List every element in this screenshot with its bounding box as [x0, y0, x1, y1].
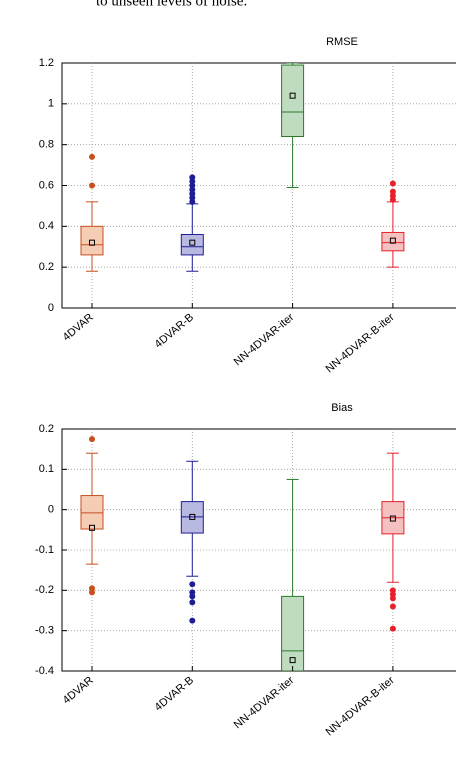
y-tick-label: 0	[48, 302, 54, 314]
box	[281, 64, 305, 137]
outlier	[389, 595, 396, 602]
y-tick-label: 0	[48, 504, 54, 516]
mean	[89, 239, 95, 246]
plot-frame	[61, 62, 456, 309]
y-tick-label: -0.1	[35, 544, 54, 556]
outlier	[89, 182, 95, 189]
outlier	[389, 180, 396, 187]
x-tick-label: 4DVAR	[61, 311, 96, 343]
plot-area	[80, 416, 405, 671]
x-tick-label: NN-4DVAR-B-iter	[324, 674, 397, 738]
box	[80, 495, 104, 530]
mean	[189, 239, 196, 246]
mean	[189, 513, 196, 520]
text-fragment: to unseen levels of noise.	[96, 0, 247, 9]
y-tick-label: 1	[48, 98, 54, 110]
chart-title: Bias	[331, 402, 353, 414]
mean	[389, 515, 396, 522]
y-tick-label: 0.4	[39, 220, 54, 232]
plot-frame	[61, 428, 456, 672]
outlier	[189, 416, 195, 422]
outlier	[189, 174, 196, 181]
x-tick-label: 4DVAR	[61, 674, 96, 706]
chart-title: RMSE	[326, 36, 358, 48]
y-tick-label: 0.2	[39, 261, 54, 273]
y-tick-label: 0.2	[39, 423, 54, 435]
x-tick-label: NN-4DVAR-B-iter	[324, 311, 397, 375]
box	[381, 231, 405, 252]
plot-area	[80, 63, 405, 308]
outlier	[389, 625, 396, 632]
box	[281, 595, 305, 671]
outlier	[89, 436, 95, 443]
mean	[289, 92, 296, 99]
y-tick-label: 0.6	[39, 179, 54, 191]
x-tick-label: NN-4DVAR-iter	[232, 674, 297, 731]
outlier	[89, 589, 95, 596]
mean	[89, 524, 95, 531]
y-tick-label: 1.2	[39, 57, 54, 69]
y-tick-label: 0.8	[39, 139, 54, 151]
outlier	[189, 581, 196, 588]
outlier	[189, 599, 196, 606]
outlier	[89, 153, 95, 160]
mean	[389, 237, 396, 244]
mean	[289, 657, 296, 664]
x-tick-label: NN-4DVAR-iter	[232, 311, 297, 368]
outlier	[389, 188, 396, 195]
x-tick-label: 4DVAR-B	[152, 674, 196, 713]
y-tick-label: -0.4	[35, 665, 54, 677]
outlier	[189, 617, 196, 624]
outlier	[389, 603, 396, 610]
y-tick-label: -0.2	[35, 584, 54, 596]
y-tick-label: 0.1	[39, 463, 54, 475]
y-tick-label: -0.3	[35, 625, 54, 637]
outlier	[189, 593, 196, 600]
x-tick-label: 4DVAR-B	[152, 311, 196, 350]
